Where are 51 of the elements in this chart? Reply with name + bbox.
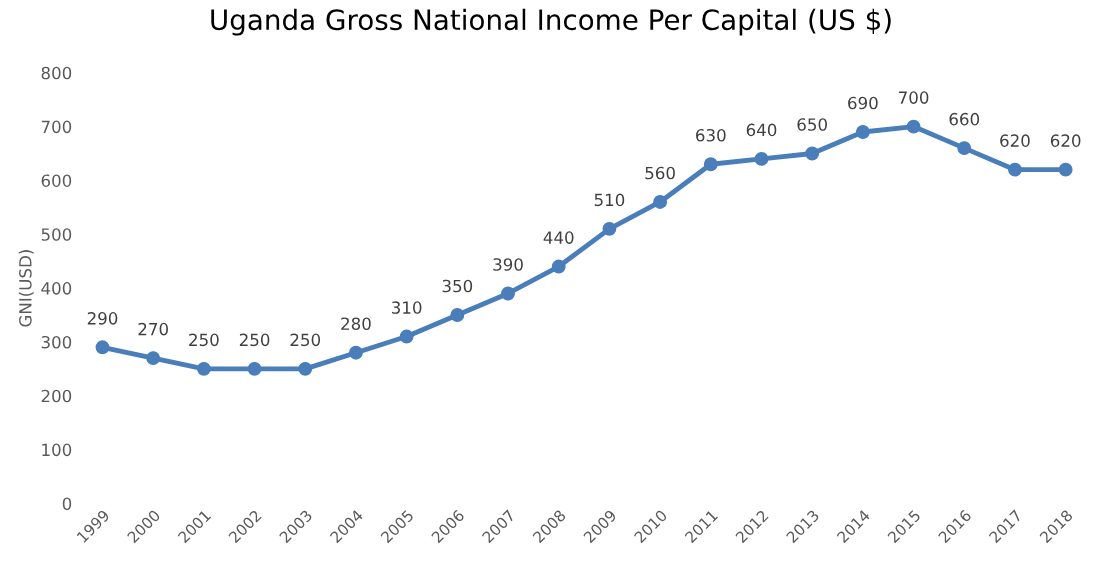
- point: [855, 125, 870, 139]
- data-label: 510: [594, 193, 625, 207]
- point: [653, 195, 668, 209]
- data-label: 640: [746, 123, 777, 137]
- data-label: 290: [87, 312, 118, 325]
- data-label: 280: [341, 317, 371, 331]
- point: [1007, 162, 1022, 177]
- data-label: 350: [442, 279, 473, 293]
- point: [754, 151, 769, 166]
- data-label: 650: [797, 118, 827, 131]
- point: [957, 141, 972, 156]
- y-tick-label: 400: [41, 282, 72, 295]
- data-label: 440: [543, 231, 574, 244]
- point: [247, 361, 262, 376]
- point: [196, 361, 211, 376]
- data-label: 660: [949, 112, 980, 126]
- data-label: 250: [239, 333, 270, 347]
- point: [551, 259, 566, 274]
- y-tick-label: 700: [41, 120, 72, 134]
- y-axis-title: GNI(USD): [18, 250, 34, 327]
- y-tick-label: 500: [41, 228, 72, 241]
- y-tick-label: 100: [42, 443, 72, 457]
- point: [349, 345, 363, 360]
- data-label: 700: [899, 91, 929, 104]
- point: [146, 351, 161, 366]
- point: [906, 119, 921, 134]
- data-label: 630: [696, 128, 726, 142]
- data-label: 250: [189, 333, 219, 347]
- point: [805, 146, 820, 161]
- data-label: 560: [645, 166, 675, 180]
- y-tick-label: 600: [41, 174, 72, 187]
- y-tick-label: 300: [41, 335, 72, 349]
- data-label: 270: [138, 322, 168, 336]
- point: [501, 286, 515, 301]
- y-tick-label: 200: [41, 389, 72, 403]
- point: [399, 329, 414, 344]
- chart-title: Uganda Gross National Income Per Capital (US $): [211, 8, 891, 36]
- point: [450, 308, 465, 322]
- point: [1058, 162, 1073, 177]
- data-label: 620: [1050, 134, 1081, 147]
- y-tick-label: 800: [41, 66, 72, 80]
- data-label: 390: [493, 258, 523, 271]
- data-label: 250: [290, 333, 321, 347]
- data-label: 310: [392, 301, 422, 314]
- y-tick-label: 0: [62, 497, 72, 510]
- data-label: 690: [848, 96, 878, 110]
- point: [602, 221, 617, 236]
- point: [95, 340, 110, 355]
- data-label: 620: [1000, 134, 1030, 147]
- point: [298, 361, 313, 376]
- point: [703, 157, 718, 172]
